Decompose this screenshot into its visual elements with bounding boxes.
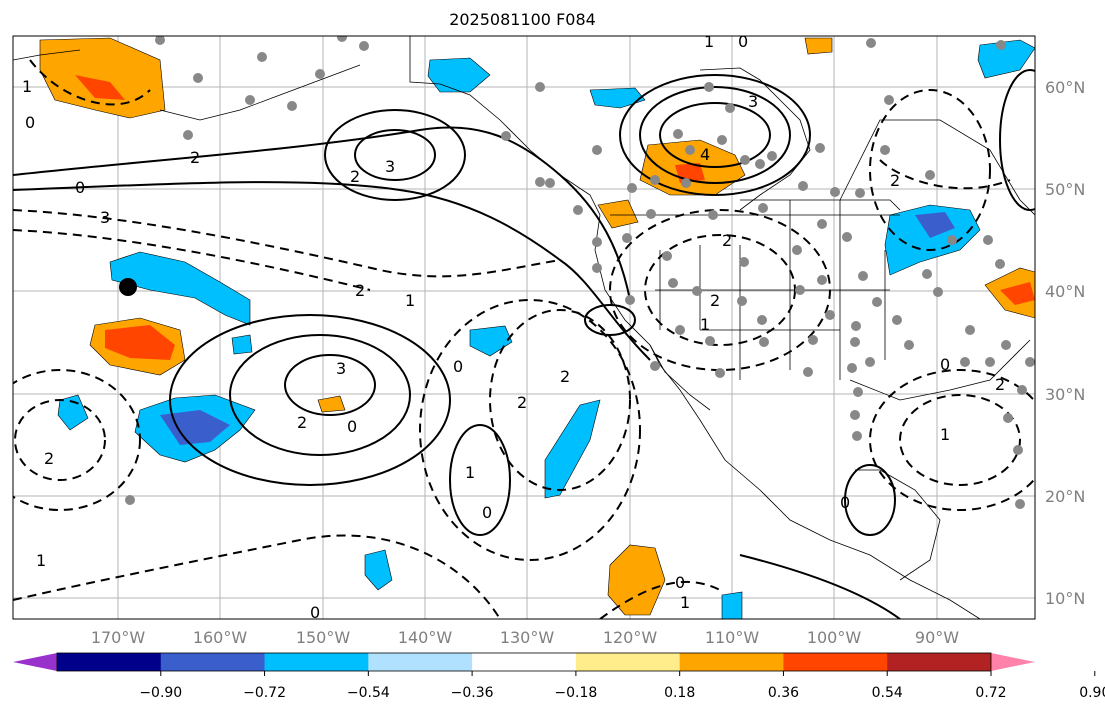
contour-label: 0 bbox=[675, 573, 685, 592]
colorbar-segment bbox=[472, 653, 577, 671]
map-title: 2025081100 F084 bbox=[449, 10, 596, 29]
colorbar-tick-label: −0.36 bbox=[451, 685, 494, 701]
contour-label: 2 bbox=[297, 413, 307, 432]
colorbar-tick-label: 0.72 bbox=[975, 685, 1006, 701]
colorbar-tick-label: −0.72 bbox=[243, 685, 286, 701]
contour-label: 2 bbox=[350, 167, 360, 186]
contour-label: 4 bbox=[700, 145, 710, 164]
contour-label: 0 bbox=[840, 493, 850, 512]
lon-label: 170°W bbox=[91, 628, 146, 647]
colorbar-segment bbox=[264, 653, 369, 671]
colorbar-segment bbox=[575, 653, 681, 671]
lon-label: 110°W bbox=[705, 628, 760, 647]
contour-label: 2 bbox=[722, 231, 732, 250]
contour-label: 1 bbox=[36, 551, 46, 570]
colorbar: −0.90 −0.72 −0.54 −0.36 −0.18 0.18 0.36 0.54 0.7… bbox=[13, 652, 1105, 701]
contour-label: 1 bbox=[700, 315, 710, 334]
lon-label: 90°W bbox=[915, 628, 959, 647]
lon-label: 150°W bbox=[296, 628, 351, 647]
contour-label: 2 bbox=[710, 291, 720, 310]
contour-label: 1 bbox=[704, 32, 714, 51]
colorbar-tick-label: 0.36 bbox=[768, 685, 799, 701]
contour-label: 1 bbox=[405, 291, 415, 310]
colorbar-segment bbox=[57, 653, 162, 671]
lat-label: 40°N bbox=[1045, 282, 1085, 301]
contour-label: 1 bbox=[940, 425, 950, 444]
lat-label: 50°N bbox=[1045, 180, 1085, 199]
colorbar-tick-label: 0.18 bbox=[664, 685, 695, 701]
contour-label: 2 bbox=[890, 171, 900, 190]
contour-label: 0 bbox=[25, 113, 35, 132]
contour-label: 0 bbox=[482, 503, 492, 522]
contour-label: 2 bbox=[517, 393, 527, 412]
contour-label: 3 bbox=[100, 208, 110, 227]
marker-point bbox=[119, 278, 137, 296]
colorbar-tick-label: 0.54 bbox=[872, 685, 903, 701]
lat-label: 10°N bbox=[1045, 589, 1085, 608]
contours-positive bbox=[13, 69, 1035, 619]
contour-label: 2 bbox=[995, 375, 1005, 394]
colorbar-tick-labels: −0.90 −0.72 −0.54 −0.36 −0.18 0.18 0.36 0.54 0.7… bbox=[139, 671, 1105, 701]
contour-label: 2 bbox=[44, 449, 54, 468]
contour-label: 3 bbox=[385, 157, 395, 176]
contour-label: 3 bbox=[336, 359, 346, 378]
station-markers bbox=[125, 36, 1035, 509]
contour-label: 1 bbox=[680, 593, 690, 612]
lon-label: 100°W bbox=[807, 628, 862, 647]
map-panel bbox=[13, 36, 1035, 619]
anomaly-fill bbox=[39, 37, 1035, 619]
map-frame bbox=[12, 35, 1036, 620]
contour-label: 0 bbox=[347, 417, 357, 436]
colorbar-extend-low bbox=[13, 653, 57, 671]
contour-label: 3 bbox=[748, 92, 758, 111]
coastlines bbox=[13, 36, 1035, 619]
contour-label: 0 bbox=[453, 357, 463, 376]
contour-label: 2 bbox=[560, 367, 570, 386]
lat-label: 60°N bbox=[1045, 78, 1085, 97]
contour-label: 1 bbox=[22, 77, 32, 96]
colorbar-segment bbox=[679, 653, 784, 671]
colorbar-segment bbox=[368, 653, 473, 671]
contour-label: 1 bbox=[465, 463, 475, 482]
lat-label: 30°N bbox=[1045, 385, 1085, 404]
contour-label: 0 bbox=[940, 355, 950, 374]
contour-label: 2 bbox=[190, 148, 200, 167]
lon-label: 140°W bbox=[398, 628, 453, 647]
latitude-labels: 60°N 50°N 40°N 30°N 20°N 10°N bbox=[1045, 78, 1085, 608]
contour-label: 0 bbox=[738, 32, 748, 51]
colorbar-tick-label: −0.54 bbox=[347, 685, 390, 701]
colorbar-segment bbox=[160, 653, 266, 671]
contour-label: 2 bbox=[355, 281, 365, 300]
longitude-labels: 170°W 160°W 150°W 140°W 130°W 120°W 110°… bbox=[91, 628, 959, 647]
contour-label: 0 bbox=[310, 603, 320, 622]
contour-label: 0 bbox=[75, 178, 85, 197]
colorbar-segments bbox=[57, 653, 992, 671]
lon-label: 130°W bbox=[500, 628, 555, 647]
colorbar-tick-label: 0.90 bbox=[1079, 685, 1105, 701]
contour-labels: 1 0 0 3 2 2 3 4 3 1 0 2 1 3 2 0 0 2 2 1 … bbox=[22, 32, 1005, 622]
lon-label: 160°W bbox=[193, 628, 248, 647]
colorbar-tick-label: −0.90 bbox=[139, 685, 182, 701]
lat-label: 20°N bbox=[1045, 487, 1085, 506]
colorbar-tick-label: −0.18 bbox=[554, 685, 597, 701]
colorbar-segment bbox=[783, 653, 888, 671]
lon-label: 120°W bbox=[603, 628, 658, 647]
colorbar-extend-high bbox=[991, 653, 1035, 671]
colorbar-segment bbox=[887, 653, 992, 671]
